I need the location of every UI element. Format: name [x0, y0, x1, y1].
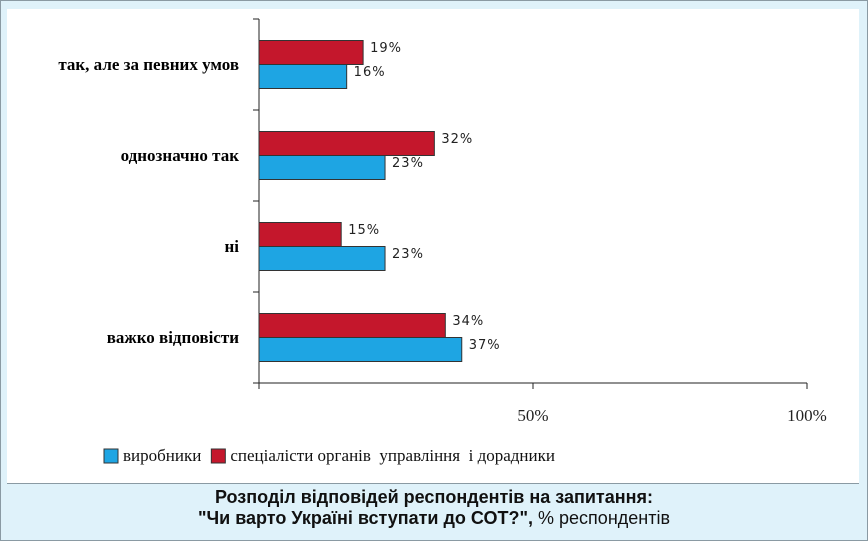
chart: 50% 100% 16% 19% 23% 32% 23% 15% 37% 34% виробники… [103, 18, 827, 465]
bar [258, 64, 348, 89]
value-label: 23% [392, 156, 424, 171]
chart-title: Розподіл відповідей респондентів на запи… [214, 487, 653, 507]
bar [258, 155, 386, 180]
x-tick-label: 50% [517, 406, 548, 425]
category-label: так, але за певних умов [58, 54, 239, 74]
legend-swatch [210, 448, 226, 464]
value-label: 34% [452, 314, 484, 329]
category-label: важко відповісти [106, 327, 239, 347]
value-label: 23% [392, 247, 424, 262]
category-label: ні [224, 236, 239, 256]
caption: Розподіл відповідей респондентів на запи… [1, 487, 867, 529]
x-tick-label: 100% [787, 406, 827, 425]
bar [258, 222, 342, 247]
chart-subtitle: "Чи варто Україні вступати до СОТ?", [197, 508, 534, 528]
bar [258, 40, 364, 65]
value-label: 32% [441, 132, 473, 147]
legend-label: виробники [123, 446, 201, 465]
bar [258, 313, 446, 338]
bar [258, 131, 435, 156]
category-label: однозначно так [120, 145, 239, 165]
plot-area [7, 9, 859, 484]
bar [258, 246, 386, 271]
value-label: 15% [348, 223, 380, 238]
value-label: 19% [370, 41, 402, 56]
legend-swatch [103, 448, 119, 464]
value-label: 37% [469, 338, 501, 353]
bar [258, 337, 463, 362]
annotation: % респондентів [538, 508, 671, 528]
legend-label: спеціалісти органів управління і дорадни… [230, 446, 555, 465]
value-label: 16% [354, 65, 386, 80]
